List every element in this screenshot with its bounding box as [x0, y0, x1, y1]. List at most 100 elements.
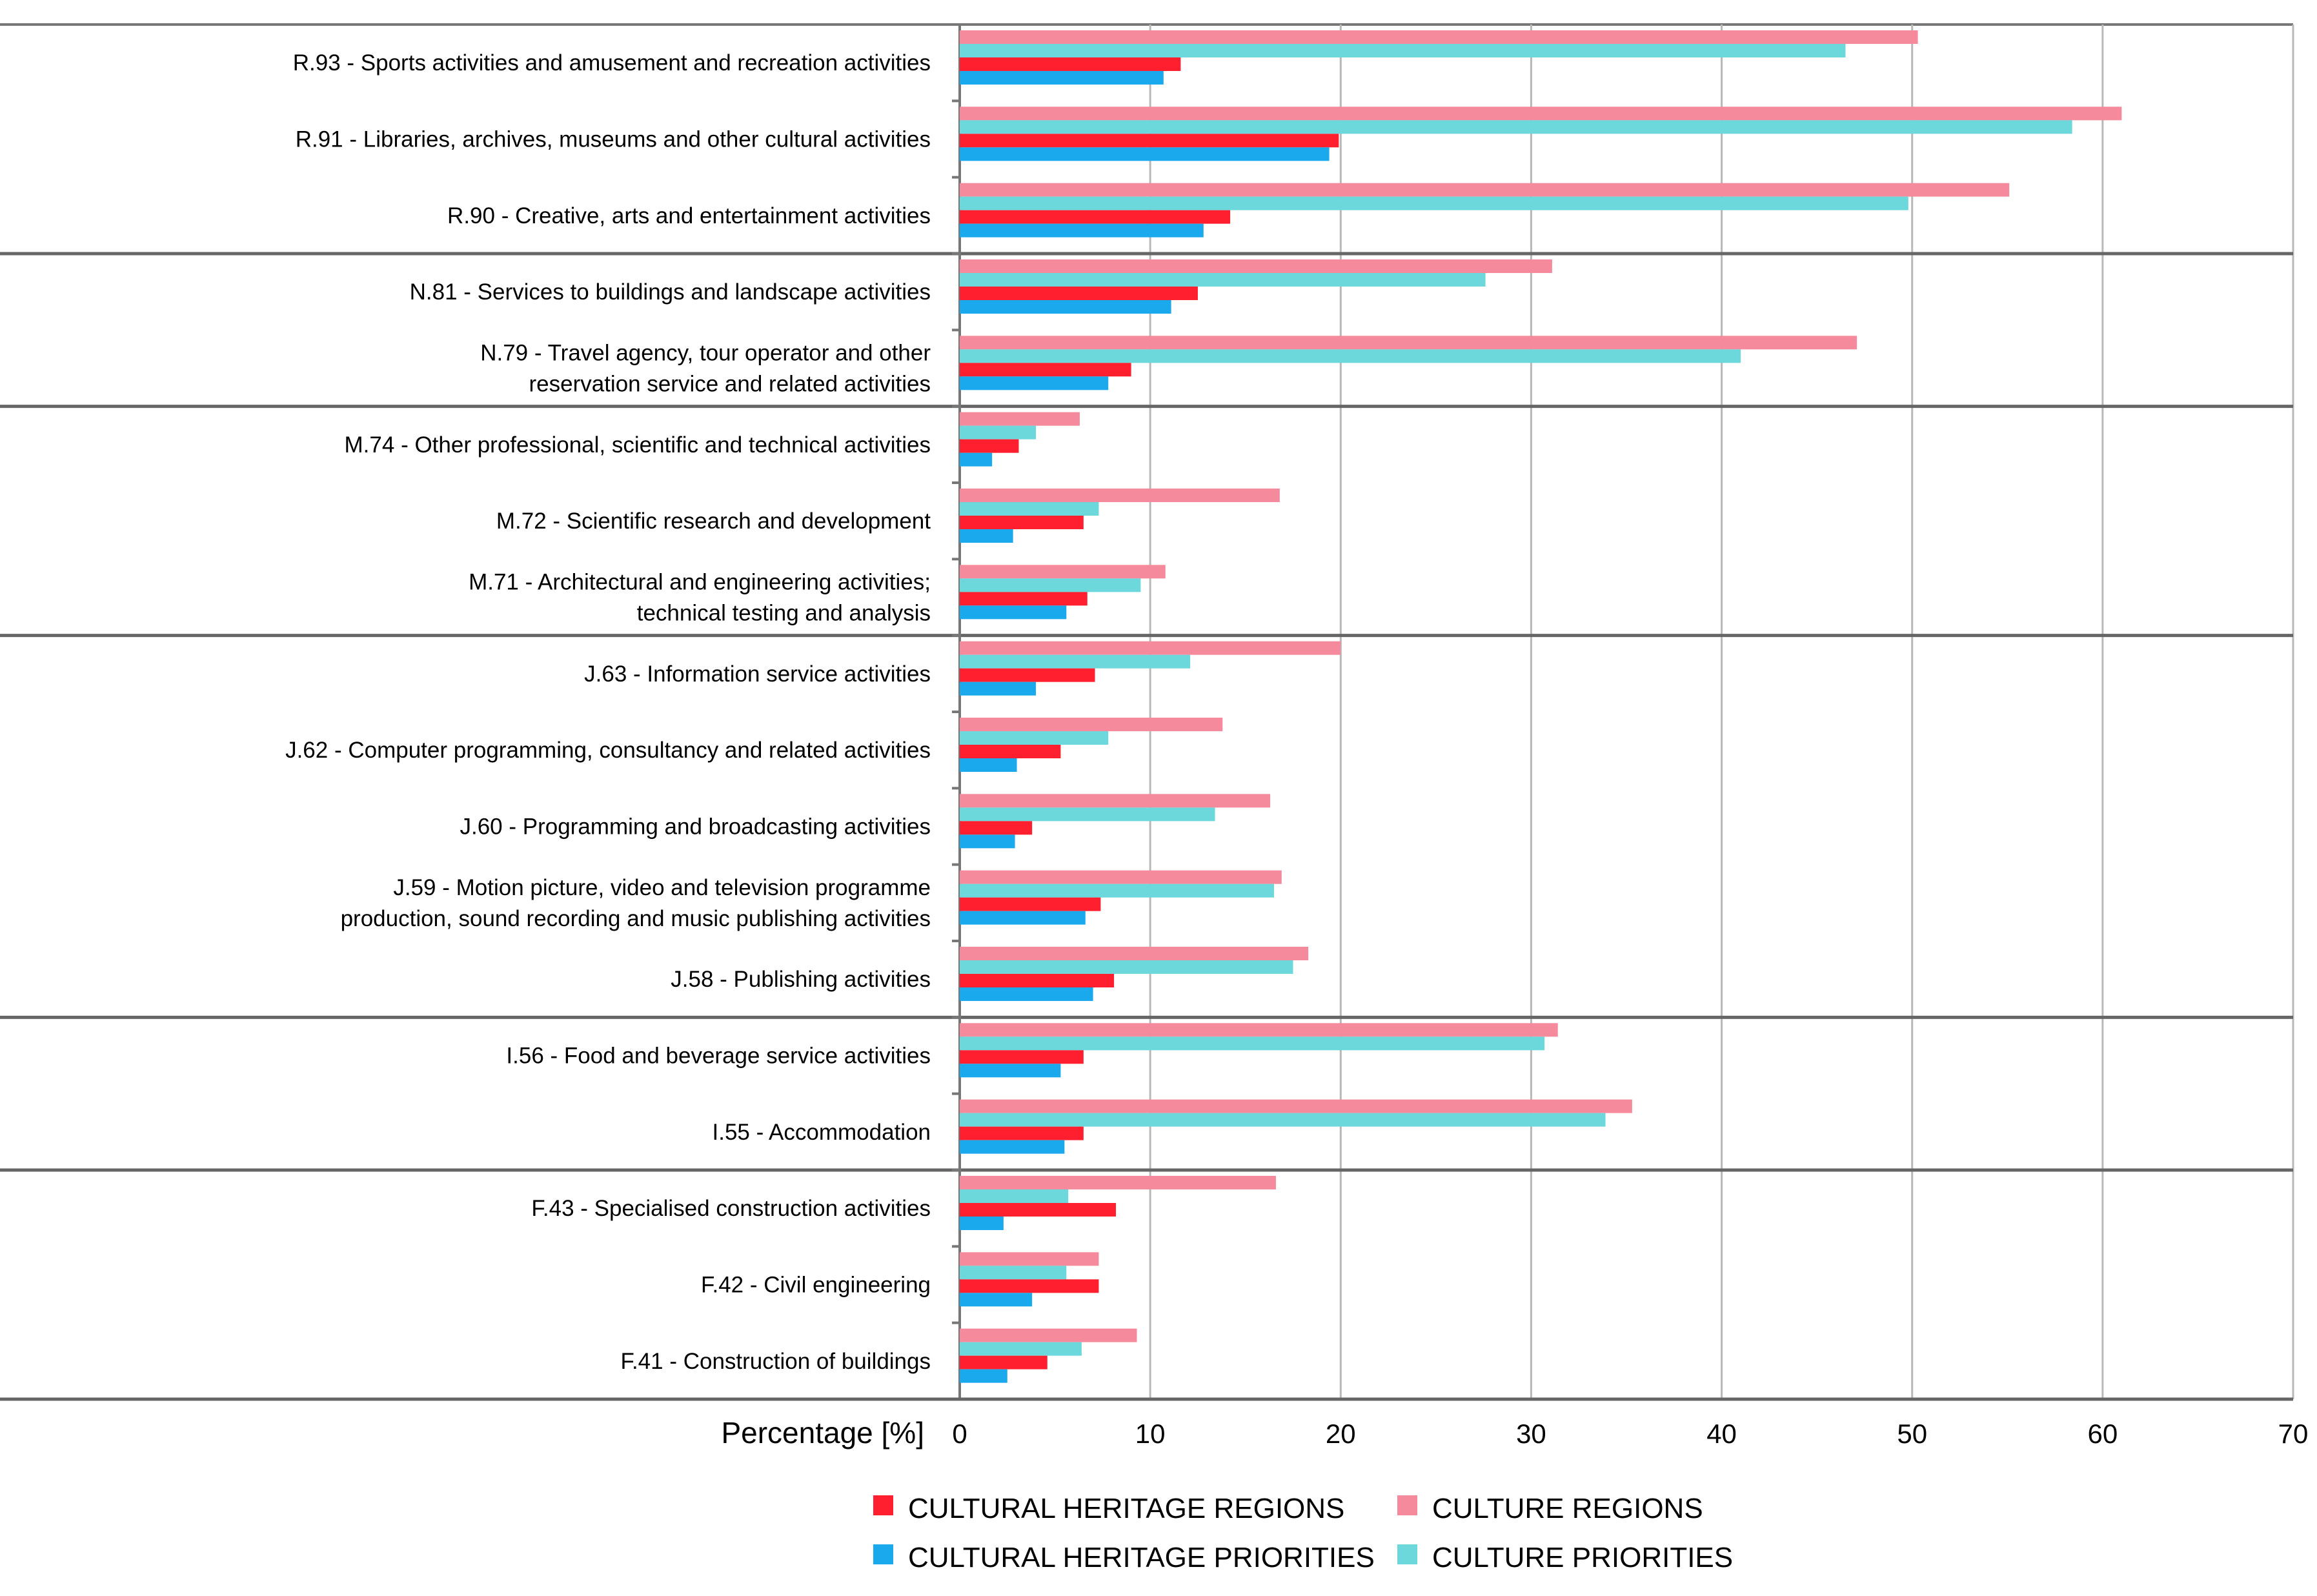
bar-culture-priorities [960, 731, 1109, 745]
bar-culture-regions [960, 947, 1309, 960]
bar-cultural-heritage-regions [960, 974, 1115, 987]
legend-label-cultural-heritage-priorities: CULTURAL HERITAGE PRIORITIES [908, 1542, 1375, 1573]
bar-cultural-heritage-regions [960, 745, 1061, 758]
x-tick-label: 70 [2278, 1419, 2309, 1449]
category-label: J.60 - Programming and broadcasting acti… [460, 814, 931, 840]
bar-culture-regions [960, 565, 1166, 579]
bar-cultural-heritage-regions [960, 1203, 1117, 1217]
category-label: M.71 - Architectural and engineering act… [469, 570, 931, 626]
bar-cultural-heritage-regions [960, 668, 1095, 682]
bar-cultural-heritage-priorities [960, 529, 1013, 543]
bar-cultural-heritage-priorities [960, 71, 1164, 85]
x-tick-label: 30 [1516, 1419, 1546, 1449]
bar-cultural-heritage-priorities [960, 1369, 1007, 1383]
x-tick-label: 20 [1326, 1419, 1356, 1449]
category-label: I.56 - Food and beverage service activit… [506, 1044, 931, 1069]
bar-cultural-heritage-priorities [960, 682, 1037, 696]
bar-cultural-heritage-regions [960, 210, 1231, 224]
legend-label-cultural-heritage-regions: CULTURAL HERITAGE REGIONS [908, 1493, 1344, 1524]
bar-culture-priorities [960, 502, 1099, 516]
legend-swatch-culture-regions [1397, 1495, 1417, 1515]
bar-cultural-heritage-priorities [960, 1140, 1065, 1154]
bar-culture-priorities [960, 960, 1293, 974]
bar-cultural-heritage-regions [960, 1126, 1084, 1140]
bar-cultural-heritage-priorities [960, 300, 1171, 314]
bar-cultural-heritage-regions [960, 516, 1084, 529]
category-label: J.58 - Publishing activities [671, 967, 931, 992]
x-tick-label: 10 [1135, 1419, 1166, 1449]
bar-cultural-heritage-priorities [960, 987, 1093, 1001]
bar-culture-priorities [960, 1113, 1606, 1127]
bar-culture-regions [960, 794, 1271, 808]
bar-culture-regions [960, 259, 1552, 273]
bar-cultural-heritage-regions [960, 592, 1088, 606]
category-label: J.59 - Motion picture, video and televis… [341, 875, 931, 931]
x-tick-label: 50 [1897, 1419, 1927, 1449]
bar-cultural-heritage-priorities [960, 605, 1067, 620]
bar-culture-regions [960, 1023, 1558, 1037]
bar-culture-priorities [960, 578, 1141, 592]
bar-cultural-heritage-priorities [960, 1293, 1033, 1307]
category-label: F.42 - Civil engineering [701, 1273, 931, 1298]
bar-culture-regions [960, 489, 1280, 502]
bar-cultural-heritage-priorities [960, 376, 1109, 390]
x-tick-label: 40 [1706, 1419, 1737, 1449]
legend-label-culture-regions: CULTURE REGIONS [1432, 1493, 1703, 1524]
bar-cultural-heritage-regions [960, 1279, 1099, 1293]
bar-culture-priorities [960, 425, 1037, 439]
bar-culture-regions [960, 106, 2122, 121]
category-label: F.43 - Specialised construction activiti… [531, 1196, 931, 1221]
bar-cultural-heritage-regions [960, 821, 1033, 835]
bar-cultural-heritage-priorities [960, 1064, 1061, 1078]
bar-culture-priorities [960, 1036, 1545, 1051]
bar-culture-priorities [960, 1266, 1067, 1280]
bar-cultural-heritage-regions [960, 439, 1019, 453]
category-label: R.90 - Creative, arts and entertainment … [447, 203, 931, 228]
bar-cultural-heritage-regions [960, 1355, 1047, 1369]
bar-culture-regions [960, 30, 1918, 44]
bar-culture-regions [960, 183, 2010, 197]
bar-culture-regions [960, 641, 1341, 655]
bar-culture-regions [960, 412, 1080, 426]
bar-cultural-heritage-regions [960, 363, 1131, 377]
category-label: J.62 - Computer programming, consultancy… [285, 738, 931, 763]
bar-culture-priorities [960, 196, 1908, 210]
bar-culture-regions [960, 1252, 1099, 1266]
x-tick-label: 0 [952, 1419, 967, 1449]
bar-culture-priorities [960, 807, 1215, 822]
bar-culture-priorities [960, 1189, 1069, 1203]
category-label: J.63 - Information service activities [584, 662, 931, 687]
bar-culture-priorities [960, 273, 1486, 287]
legend-swatch-culture-priorities [1397, 1544, 1417, 1564]
bar-cultural-heritage-priorities [960, 452, 993, 467]
bar-culture-regions [960, 1328, 1137, 1342]
category-label: R.91 - Libraries, archives, museums and … [296, 127, 931, 152]
bar-cultural-heritage-regions [960, 897, 1101, 911]
bar-culture-priorities [960, 654, 1191, 669]
bar-culture-regions [960, 1176, 1276, 1189]
bar-cultural-heritage-regions [960, 57, 1181, 71]
category-label: M.72 - Scientific research and developme… [496, 509, 931, 534]
bar-culture-regions [960, 1099, 1632, 1113]
category-label: F.41 - Construction of buildings [620, 1349, 931, 1374]
category-label: R.93 - Sports activities and amusement a… [293, 50, 931, 76]
bar-cultural-heritage-regions [960, 134, 1339, 148]
bar-culture-regions [960, 870, 1282, 884]
bar-cultural-heritage-priorities [960, 223, 1204, 237]
legend-label-culture-priorities: CULTURE PRIORITIES [1432, 1542, 1733, 1573]
category-label: N.79 - Travel agency, tour operator and … [480, 341, 931, 397]
bar-cultural-heritage-regions [960, 1050, 1084, 1064]
bar-culture-priorities [960, 349, 1741, 363]
bar-culture-priorities [960, 884, 1274, 898]
bar-cultural-heritage-regions [960, 287, 1198, 300]
bar-cultural-heritage-priorities [960, 834, 1015, 849]
bar-cultural-heritage-priorities [960, 911, 1086, 925]
bar-cultural-heritage-priorities [960, 147, 1330, 161]
x-tick-label: 60 [2087, 1419, 2118, 1449]
x-axis-title: Percentage [%] [721, 1416, 924, 1450]
bar-culture-priorities [960, 1342, 1082, 1356]
bar-culture-priorities [960, 120, 2072, 134]
legend-swatch-cultural-heritage-regions [873, 1495, 893, 1515]
category-label: N.81 - Services to buildings and landsca… [410, 279, 931, 305]
